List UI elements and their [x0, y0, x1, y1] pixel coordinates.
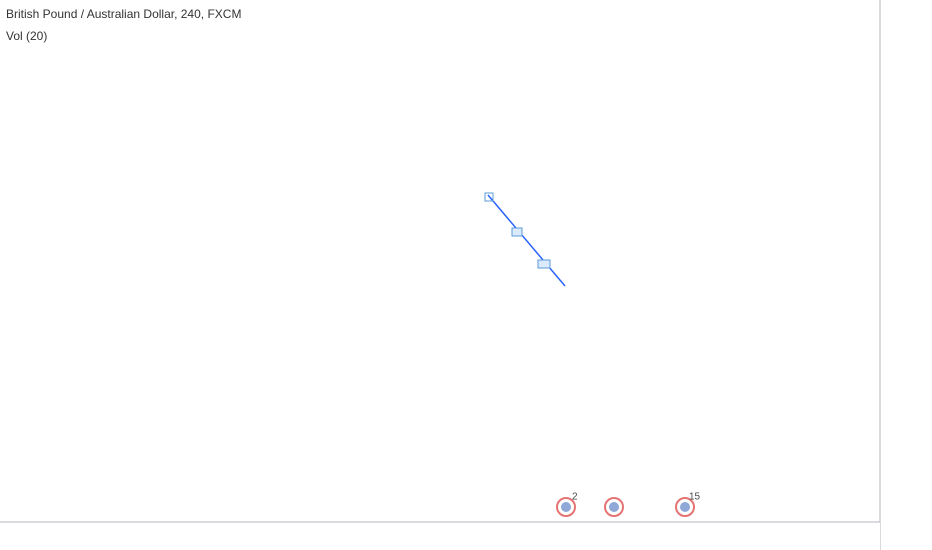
- handle: [537, 259, 551, 269]
- event-icons: 2 15: [556, 492, 701, 517]
- drawings: [484, 192, 566, 287]
- event-flag: [680, 502, 690, 512]
- event-count: 15: [689, 492, 701, 503]
- trend-line: [487, 194, 566, 287]
- price-axis: [880, 0, 932, 550]
- chart-title: British Pound / Australian Dollar, 240, …: [6, 7, 241, 21]
- event-flag: [561, 502, 571, 512]
- event-flag: [609, 502, 619, 512]
- indicator-label: Vol (20): [6, 29, 47, 43]
- time-axis: [0, 522, 880, 550]
- handle: [511, 227, 523, 237]
- handle: [484, 192, 494, 202]
- event-count: 2: [572, 492, 578, 503]
